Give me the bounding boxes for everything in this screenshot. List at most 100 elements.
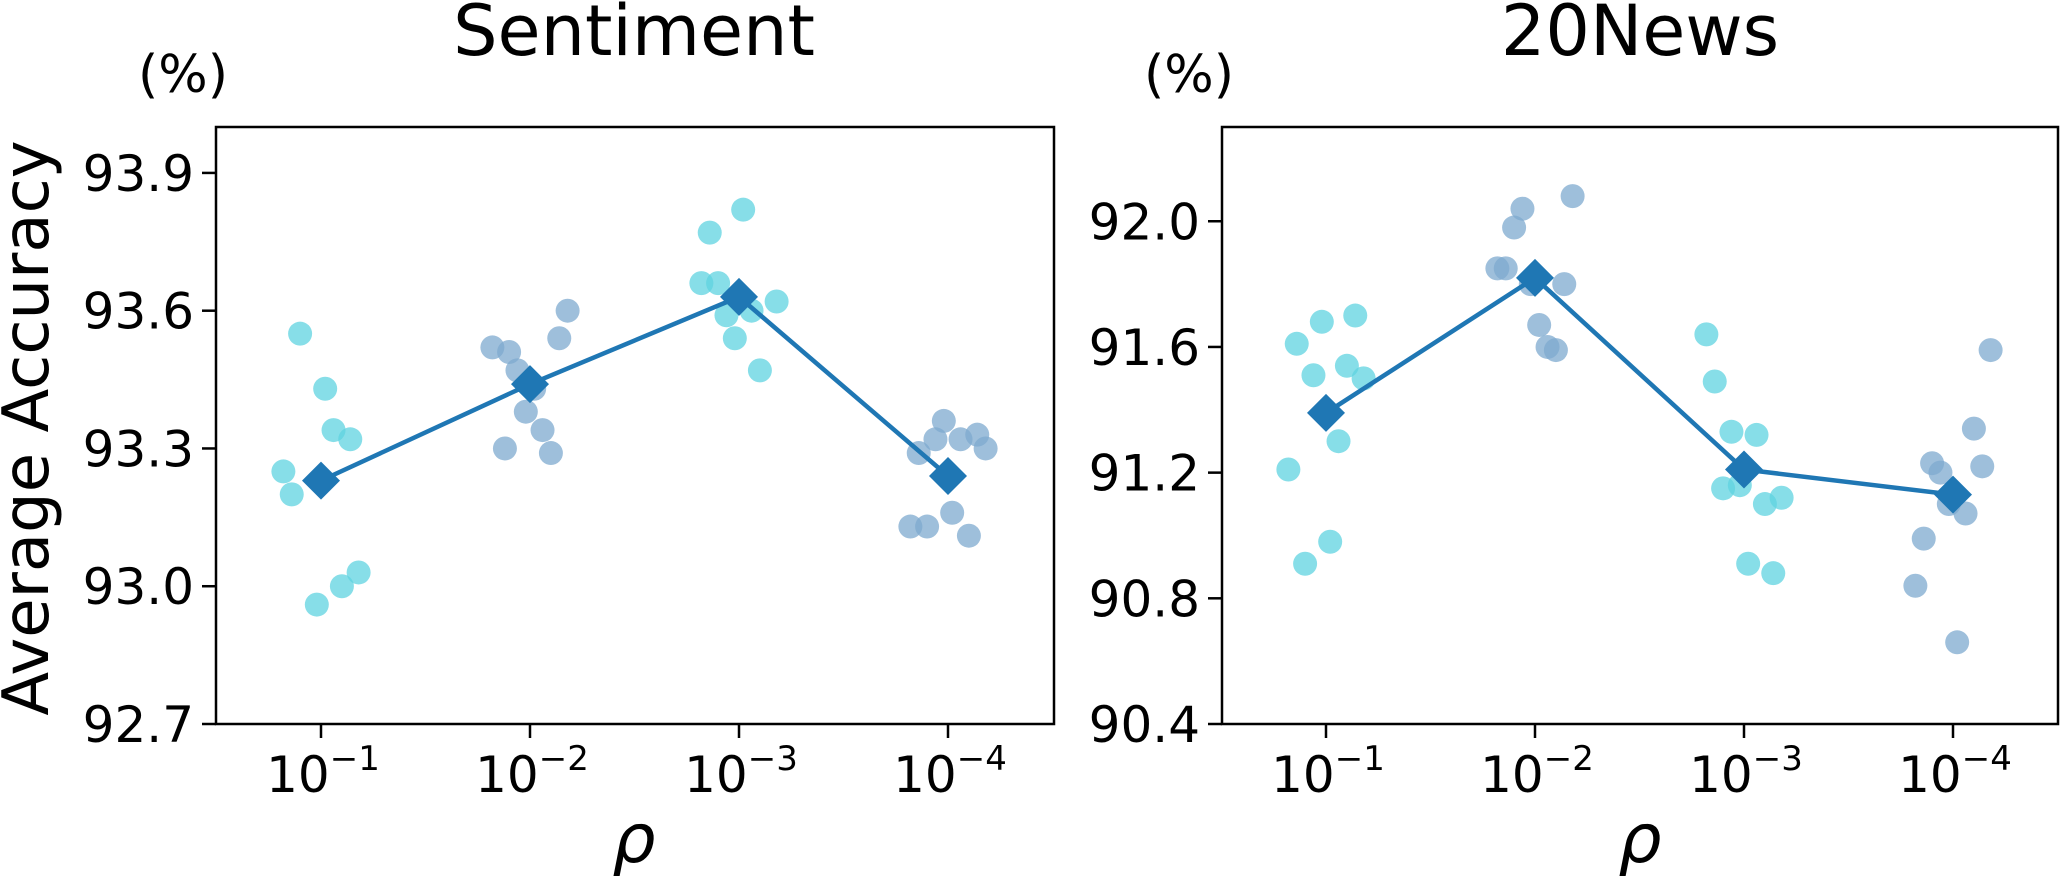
data-point [1326, 429, 1351, 454]
y-tick-label: 90.8 [1089, 570, 1200, 628]
data-point [338, 427, 363, 452]
y-tick-label: 93.0 [83, 558, 194, 616]
y-tick-label: 92.0 [1089, 193, 1200, 251]
y-tick-label: 93.3 [83, 420, 194, 478]
x-axis-label: ρ [1618, 800, 1661, 879]
data-point [931, 408, 956, 433]
data-point [1761, 561, 1786, 586]
x-tick-label: 10−4 [1898, 739, 2012, 804]
data-point [915, 514, 940, 539]
data-point [1543, 338, 1568, 363]
data-point [497, 340, 522, 365]
mean-line [320, 294, 950, 483]
panel-20news: 20News (%) 90.4 90.8 91.2 91.6 92.0 10−1 10−2… [1089, 0, 2060, 879]
data-point [1903, 573, 1928, 598]
mean-marker [1307, 393, 1345, 432]
data-point [530, 418, 555, 443]
data-point [1702, 369, 1727, 394]
data-point [547, 326, 572, 351]
y-tick-label: 93.9 [83, 145, 194, 203]
x-tick-label: 10−3 [1689, 739, 1803, 804]
x-tick-label: 10−4 [893, 739, 1007, 804]
data-point [1560, 184, 1585, 209]
data-point [1953, 501, 1978, 526]
y-unit-label: (%) [138, 45, 228, 105]
data-point [313, 376, 338, 401]
data-point [722, 326, 747, 351]
mean-marker [1516, 258, 1554, 297]
data-point [706, 271, 731, 296]
data-point [304, 592, 329, 617]
data-point [1502, 215, 1527, 240]
data-point [923, 427, 948, 452]
data-point [1552, 272, 1577, 297]
data-point [538, 441, 563, 466]
y-tick-label: 92.7 [83, 696, 194, 754]
data-point [1318, 529, 1343, 554]
x-tick-label: 10−3 [684, 739, 798, 804]
data-point [764, 289, 789, 314]
mean-marker [720, 277, 758, 316]
mean-marker [511, 365, 549, 404]
data-point [271, 459, 296, 484]
panel-sentiment: Sentiment (%) 92.7 93.0 93.3 93.6 93.9 10−1 1… [83, 0, 1056, 879]
data-point [1945, 630, 1970, 655]
data-point [973, 436, 998, 461]
data-point [747, 358, 772, 383]
data-point [1961, 416, 1986, 441]
data-point [1769, 485, 1794, 510]
panel-title: 20News [1501, 0, 1779, 72]
data-point [555, 298, 580, 323]
panel-title: Sentiment [453, 0, 815, 72]
data-point [1911, 526, 1936, 551]
data-point [956, 523, 981, 548]
data-point [1309, 309, 1334, 334]
data-point [1343, 303, 1368, 328]
data-point [288, 321, 313, 346]
data-point [898, 514, 923, 539]
y-tick-label: 91.6 [1089, 319, 1200, 377]
x-axis-label: ρ [612, 800, 655, 879]
mean-marker [929, 457, 967, 496]
y-axis-label: Average Accuracy [0, 140, 64, 715]
data-point [492, 436, 517, 461]
data-point [1334, 353, 1359, 378]
data-point [1510, 196, 1535, 221]
mean-marker [1934, 475, 1972, 514]
data-point [329, 574, 354, 599]
data-point [1744, 422, 1769, 447]
x-tick-label: 10−2 [475, 739, 589, 804]
data-point [1284, 331, 1309, 356]
data-point [731, 197, 756, 222]
data-point [1293, 551, 1318, 576]
data-point [689, 271, 714, 296]
data-point [513, 399, 538, 424]
data-point [1527, 312, 1552, 337]
plot-frame [1220, 125, 2060, 726]
y-unit-label: (%) [1144, 45, 1234, 105]
x-tick-label: 10−1 [266, 739, 380, 804]
x-tick-label: 10−2 [1480, 739, 1594, 804]
data-point [1970, 454, 1995, 479]
data-point [940, 500, 965, 525]
y-tick-label: 93.6 [83, 283, 194, 341]
data-point [697, 220, 722, 245]
plot-frame [214, 125, 1056, 726]
y-tick-label: 90.4 [1089, 696, 1200, 754]
y-tick-label: 91.2 [1089, 445, 1200, 503]
data-point [346, 560, 371, 585]
data-point [279, 482, 304, 507]
mean-marker [302, 461, 340, 500]
x-tick-label: 10−1 [1271, 739, 1385, 804]
data-point [1719, 419, 1744, 444]
mean-line [1324, 274, 1954, 497]
data-point [1736, 551, 1761, 576]
data-point [1276, 457, 1301, 482]
data-point [1928, 460, 1953, 485]
data-point [1493, 256, 1518, 281]
data-point [1978, 338, 2003, 363]
data-point [1301, 363, 1326, 388]
data-point [1694, 322, 1719, 347]
mean-marker [1725, 450, 1763, 489]
